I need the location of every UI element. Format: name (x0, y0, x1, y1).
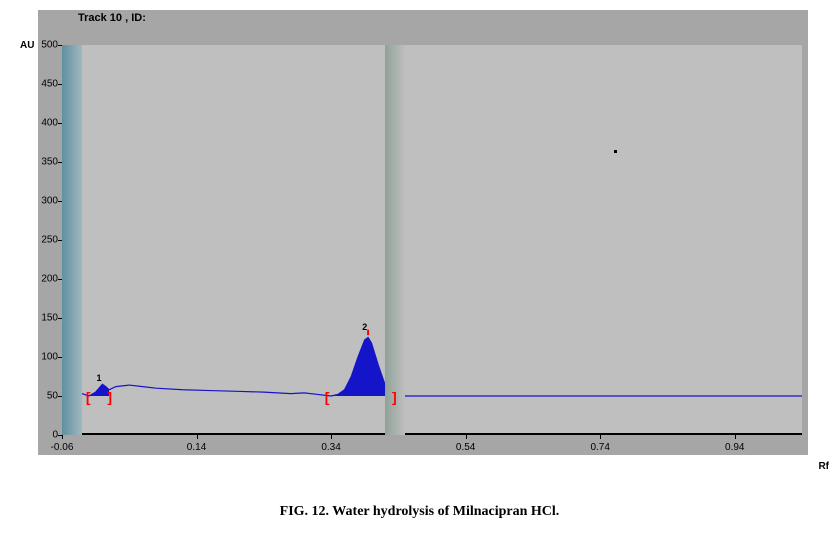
chromatogram-trace (62, 338, 802, 397)
x-tick-label: 0.94 (725, 442, 744, 453)
y-tick-mark (58, 318, 62, 319)
y-tick-mark (58, 240, 62, 241)
x-tick-mark (600, 435, 601, 439)
peak-bracket: ] (392, 390, 397, 404)
x-tick-label: 0.34 (321, 442, 340, 453)
trace-svg (62, 45, 802, 435)
x-tick-label: -0.06 (51, 442, 74, 453)
x-tick-mark (735, 435, 736, 439)
y-tick-mark (58, 357, 62, 358)
y-tick-mark (58, 279, 62, 280)
chromatogram-plot: 050100150200250300350400450500-0.060.140… (62, 45, 802, 435)
x-tick-mark (331, 435, 332, 439)
y-tick-label: 400 (28, 118, 58, 129)
marker-dot (614, 150, 617, 153)
y-tick-label: 150 (28, 313, 58, 324)
x-tick-mark (62, 435, 63, 439)
x-axis-label: Rf (818, 461, 829, 472)
x-tick-label: 0.54 (456, 442, 475, 453)
y-tick-label: 100 (28, 352, 58, 363)
y-tick-mark (58, 201, 62, 202)
y-tick-label: 500 (28, 40, 58, 51)
y-tick-label: 300 (28, 196, 58, 207)
y-tick-mark (58, 123, 62, 124)
peak-bracket: [ (86, 390, 91, 404)
y-tick-label: 200 (28, 274, 58, 285)
x-tick-label: 0.14 (187, 442, 206, 453)
y-tick-label: 350 (28, 157, 58, 168)
gradient-band (62, 45, 82, 435)
y-tick-label: 250 (28, 235, 58, 246)
peak-bracket: ] (107, 390, 112, 404)
y-tick-label: 450 (28, 79, 58, 90)
y-tick-mark (58, 396, 62, 397)
figure-caption: FIG. 12. Water hydrolysis of Milnacipran… (0, 504, 839, 520)
y-tick-label: 0 (28, 430, 58, 441)
y-tick-mark (58, 45, 62, 46)
y-tick-mark (58, 84, 62, 85)
peak-label: 1 (96, 373, 101, 383)
y-tick-label: 50 (28, 391, 58, 402)
y-tick-mark (58, 162, 62, 163)
x-tick-mark (197, 435, 198, 439)
x-tick-mark (466, 435, 467, 439)
x-tick-label: 0.74 (590, 442, 609, 453)
peak-label: 2 (362, 322, 367, 332)
peak-bracket: [ (325, 390, 330, 404)
gradient-band (385, 45, 405, 435)
track-title: Track 10 , ID: (78, 12, 146, 24)
